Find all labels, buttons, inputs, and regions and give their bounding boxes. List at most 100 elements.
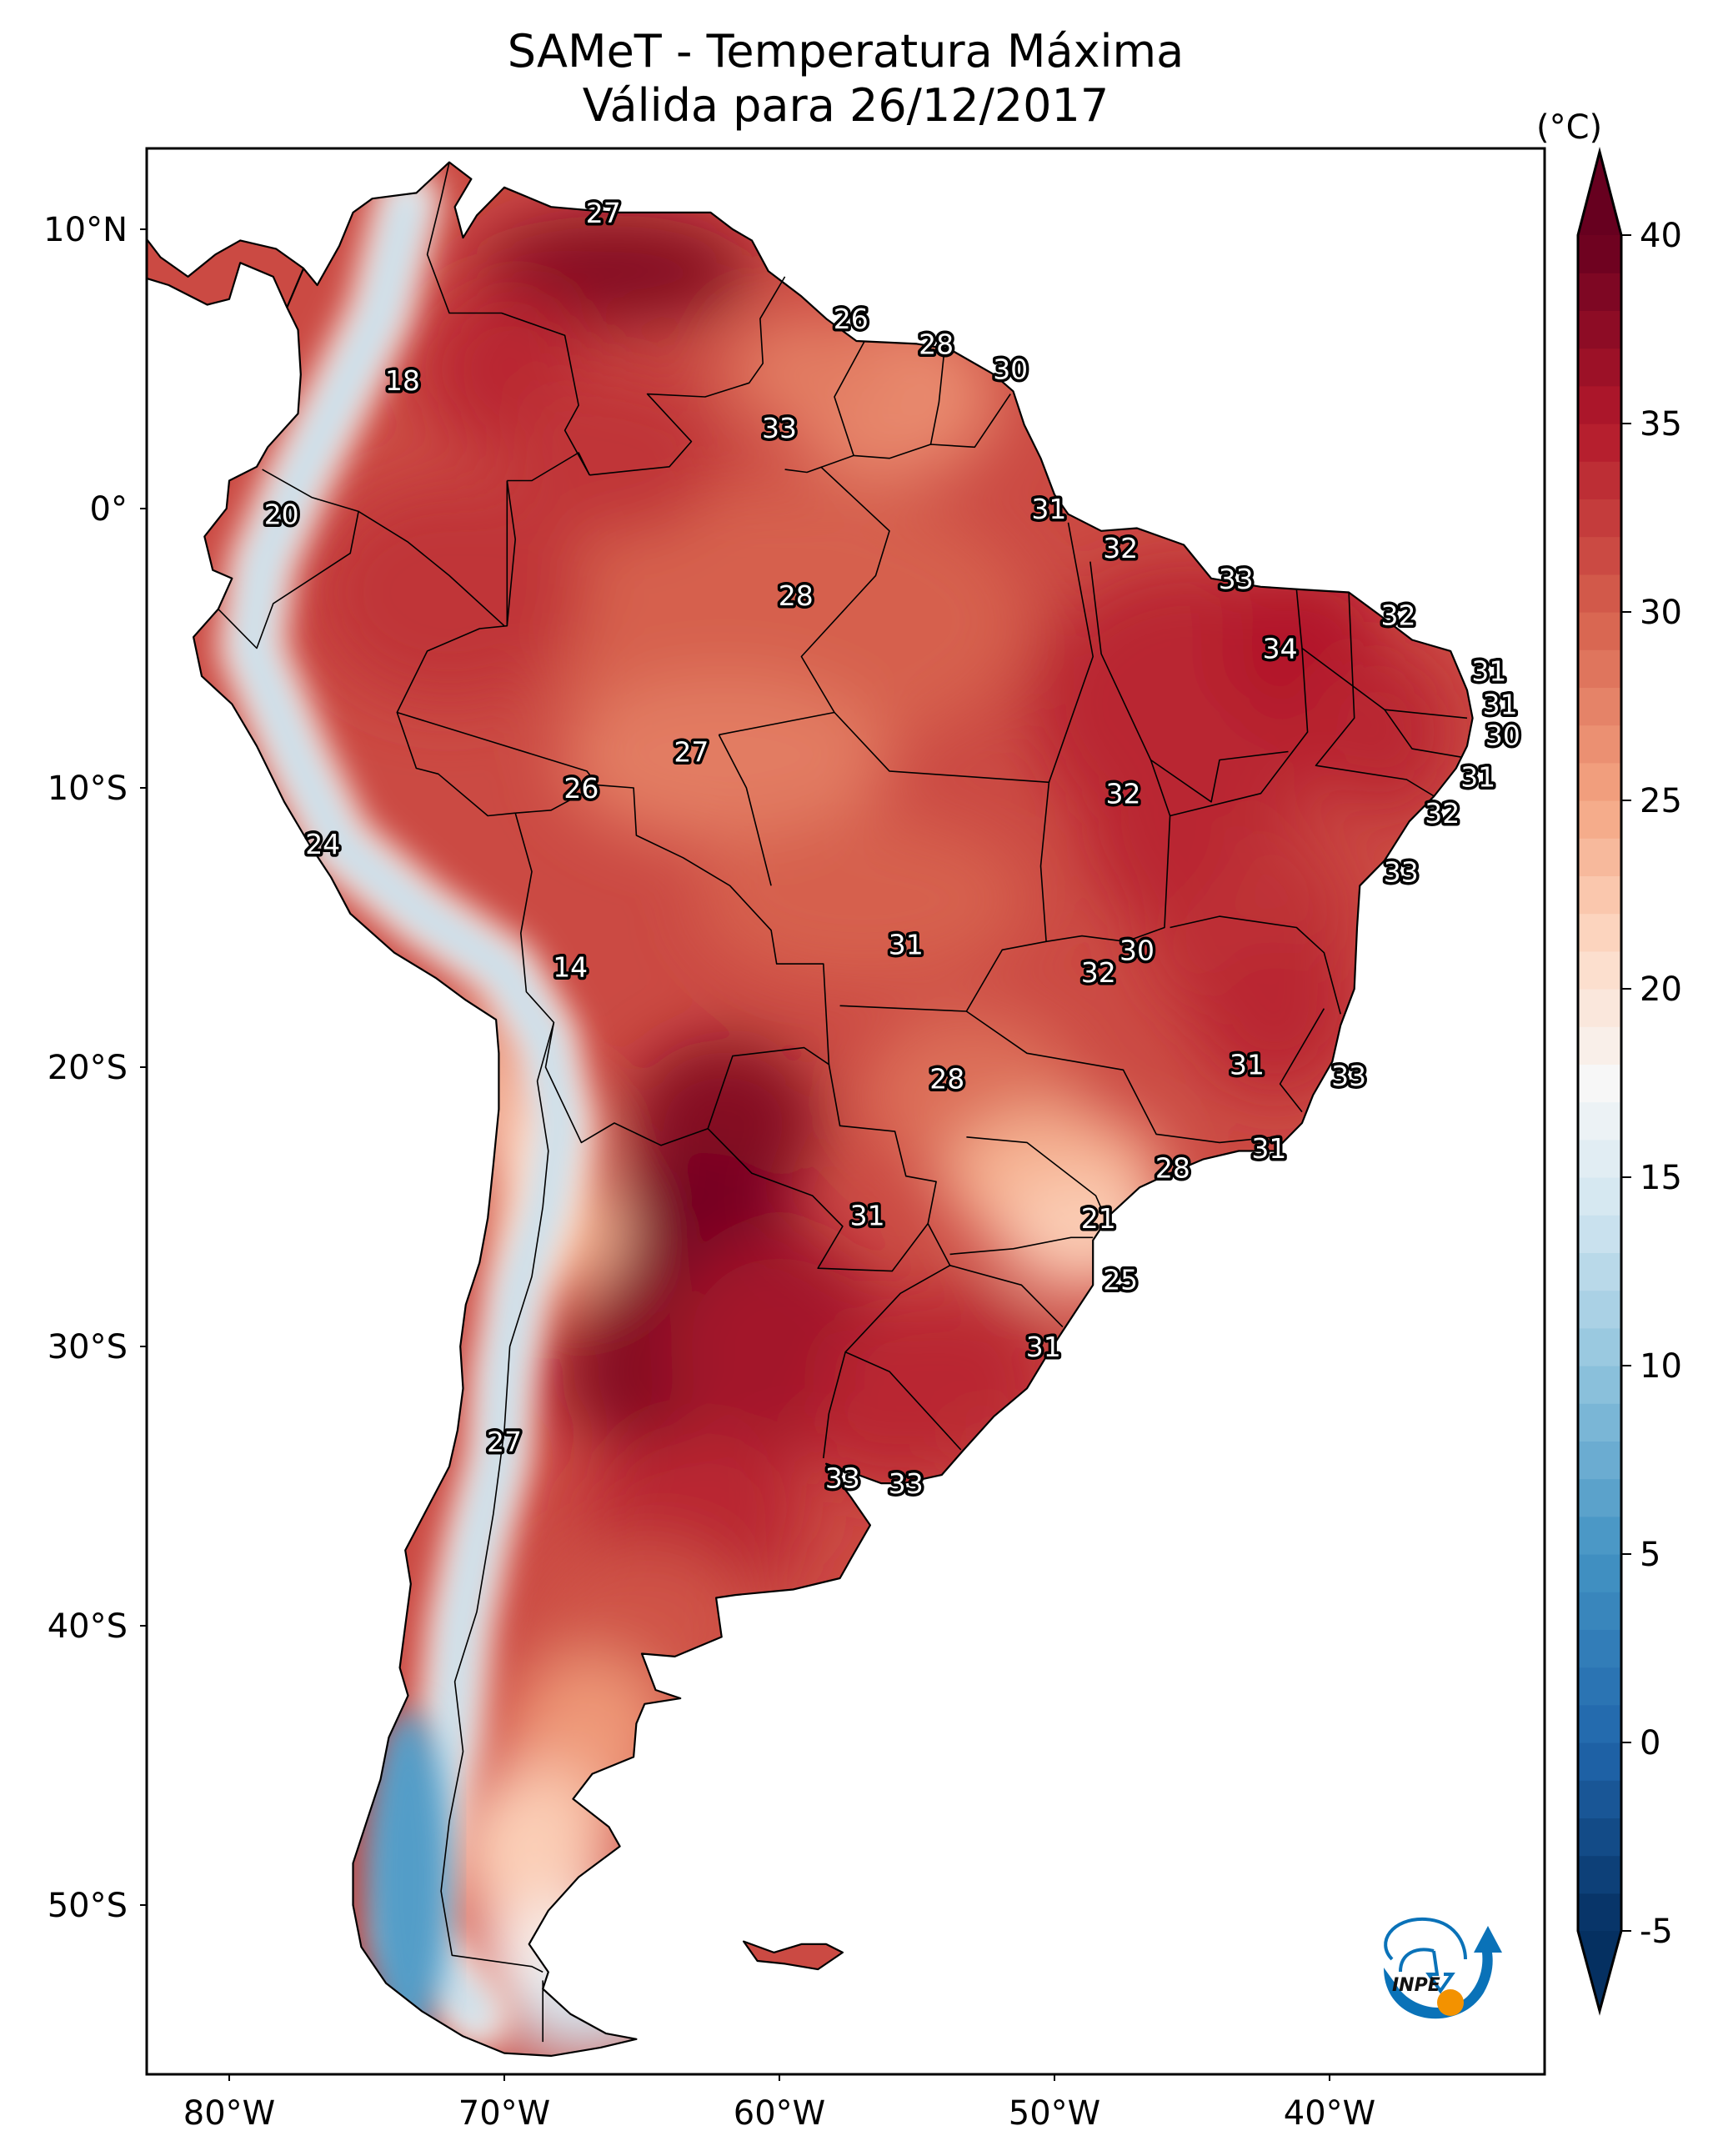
border-line [514,812,709,1146]
border-line [397,711,599,786]
colorbar-band [1578,1592,1621,1630]
temperature-label: 31 [1230,1049,1265,1081]
colorbar-band [1578,612,1621,650]
border-line [426,162,590,476]
border-line [515,784,830,1129]
temperature-label: 33 [889,1467,924,1500]
colorbar-band [1578,235,1621,273]
temperature-label: 24 [305,828,340,860]
colorbar-band [1578,687,1621,726]
temperature-label: 27 [487,1426,522,1458]
colorbar-band [1578,1403,1621,1442]
inpe-logo: INPE [1384,1917,1502,2019]
border-line [839,1005,967,1012]
temperature-label: 32 [1106,778,1141,810]
colorbar-band [1578,499,1621,538]
x-tick-label: 60°W [734,2094,825,2133]
temperature-label: 33 [1219,563,1254,595]
border-line [834,340,866,456]
x-tick-label: 40°W [1284,2094,1375,2133]
colorbar-band [1578,1742,1621,1781]
colorbar-band [1578,725,1621,764]
logo-text: INPE [1392,1975,1440,1996]
field-blob [1082,704,1247,928]
y-tick-label: 0° [90,490,128,529]
temperature-label: 27 [674,735,709,768]
temperature-label: 31 [889,929,924,961]
temperature-label: 20 [264,499,299,531]
y-tick-label: 10°S [48,770,128,808]
field-blob [724,313,889,425]
colorbar-band [1578,762,1621,801]
country-state-borders [218,162,1468,2043]
coastline [147,161,1474,2057]
colorbar-tick-label: 0 [1640,1724,1660,1762]
border-line [589,276,786,476]
temperature-label: 31 [1460,761,1495,794]
colorbar-band [1578,800,1621,839]
field-blob [1315,648,1454,816]
border-line [1384,709,1462,758]
border-line [218,469,359,649]
logo-outer-arc [1384,1917,1467,1961]
border-line [707,1128,929,1272]
colorbar-tick-label: 30 [1640,594,1682,632]
colorbar-band [1578,310,1621,349]
colorbar-band [1578,1327,1621,1366]
colorbar-tick-label: 20 [1640,970,1682,1009]
temperature-label: 30 [1485,719,1520,751]
temperature-label: 32 [1425,797,1460,830]
field-blob [1192,927,1357,1096]
colorbar-band [1578,1026,1621,1065]
field-blob [504,369,724,537]
y-tick-label: 10°N [43,211,128,249]
colorbar-tick-label: 10 [1640,1347,1682,1386]
temperature-label: 30 [993,353,1028,386]
colorbar-band [1578,1478,1621,1517]
border-line [965,940,1047,1012]
colorbar-band [1578,273,1621,311]
colorbar-band [1578,1366,1621,1404]
border-line [828,1064,937,1224]
border-line [396,480,517,817]
colorbar-band [1578,1441,1621,1480]
border-line [358,510,505,627]
field-blob [807,1374,972,1487]
y-tick-label: 30°S [48,1328,128,1366]
colorbar-band [1578,1780,1621,1818]
y-tick-label: 20°S [48,1049,128,1087]
temperature-label: 26 [563,772,599,805]
border-line [834,561,1171,943]
border-line [965,1010,1275,1144]
temperature-label: 32 [1103,532,1138,564]
coastline-path [147,161,1474,2057]
temperature-label: 32 [1081,956,1116,989]
colorbar-tick-label: 35 [1640,405,1682,444]
temperature-label: 31 [1251,1132,1286,1165]
border-line [1170,915,1341,1015]
temperature-label: 14 [553,950,588,983]
colorbar-band [1578,1893,1621,1932]
temperature-label: 26 [834,303,869,335]
colorbar: 40 35 30 25 20 15 10 5 0 -5 [1576,147,1682,2016]
colorbar-band [1578,913,1621,952]
temperature-label: 28 [919,328,954,360]
border-line [949,1265,1064,1328]
colorbar-band [1578,461,1621,499]
border-line [949,1236,1094,1256]
temperature-label: 30 [1119,934,1155,966]
colorbar-tick-label: -5 [1640,1913,1673,1951]
border-line [784,394,1011,474]
logo-inner-arc [1399,1948,1435,1973]
temperature-label: 31 [850,1200,885,1232]
colorbar-band [1578,950,1621,990]
temperature-label: 32 [1381,599,1416,631]
colorbar-band [1578,989,1621,1027]
colorbar-band [1578,1855,1621,1894]
colorbar-tick-label: 25 [1640,782,1682,820]
logo-swoosh [1384,1926,1502,2019]
logo-orange-dot [1437,1989,1464,2016]
colorbar-band [1578,385,1621,424]
